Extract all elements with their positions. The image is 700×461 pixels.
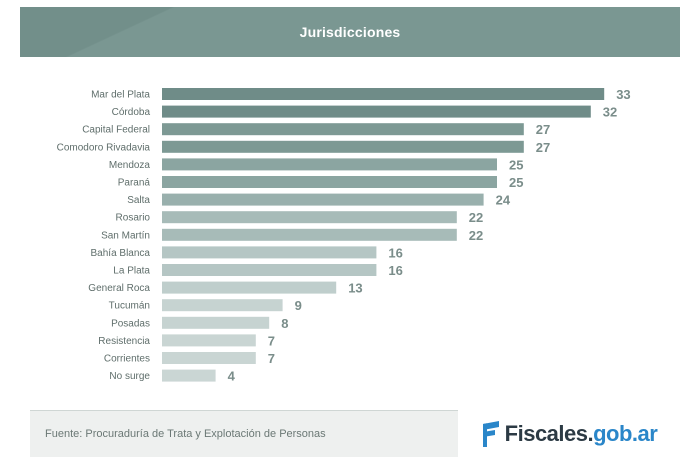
category-label: Capital Federal xyxy=(82,125,150,136)
category-label: Paraná xyxy=(118,178,151,189)
value-label: 8 xyxy=(281,316,288,331)
bar xyxy=(162,105,591,118)
bar xyxy=(162,211,457,224)
bar xyxy=(162,352,256,364)
category-label: Corrientes xyxy=(104,354,150,365)
chart-header: Jurisdicciones xyxy=(20,7,680,57)
bar xyxy=(162,316,270,329)
category-label: Mendoza xyxy=(109,160,151,171)
source-note: Fuente: Procuraduría de Trata y Explotac… xyxy=(30,410,458,457)
value-label: 4 xyxy=(228,369,236,384)
category-label: Resistencia xyxy=(98,336,150,347)
bar-chart: Mar del Plata 33 Córdoba 32 Capital Federal 2… xyxy=(57,87,631,384)
bar xyxy=(162,176,497,188)
category-label: Mar del Plata xyxy=(91,90,150,101)
value-label: 16 xyxy=(388,245,402,260)
value-label: 27 xyxy=(536,122,550,137)
value-label: 24 xyxy=(496,193,511,208)
bar xyxy=(162,158,497,171)
value-label: 22 xyxy=(469,228,483,243)
value-label: 32 xyxy=(603,105,617,120)
value-label: 7 xyxy=(268,351,275,366)
source-text: Fuente: Procuraduría de Trata y Explotac… xyxy=(45,428,326,440)
value-label: 9 xyxy=(295,298,302,313)
category-label: Tucumán xyxy=(109,301,150,312)
logo-text-gob: gob.ar xyxy=(593,420,658,446)
fiscales-flag-icon xyxy=(482,420,499,447)
category-label: General Roca xyxy=(88,283,150,294)
bar xyxy=(162,140,524,153)
bar xyxy=(162,334,256,347)
category-label: Salta xyxy=(127,195,150,206)
value-label: 7 xyxy=(268,333,275,348)
bar xyxy=(162,264,377,276)
category-label: Rosario xyxy=(116,213,151,224)
value-label: 27 xyxy=(536,140,550,155)
bar xyxy=(162,281,337,294)
category-label: Comodoro Rivadavia xyxy=(57,142,151,153)
category-label: Córdoba xyxy=(112,107,151,118)
value-label: 33 xyxy=(616,87,630,102)
bar xyxy=(162,246,377,259)
bar xyxy=(162,88,605,100)
category-label: Bahía Blanca xyxy=(91,248,151,259)
category-label: No surge xyxy=(109,371,150,382)
bar xyxy=(162,369,216,382)
bar xyxy=(162,228,457,241)
category-label: San Martín xyxy=(101,230,150,241)
bar xyxy=(162,123,524,136)
value-label: 13 xyxy=(348,281,362,296)
category-label: Posadas xyxy=(111,318,150,329)
chart-title: Jurisdicciones xyxy=(299,24,401,40)
fiscales-logo[interactable]: Fiscales. gob.ar xyxy=(466,410,672,457)
value-label: 25 xyxy=(509,157,523,172)
value-label: 22 xyxy=(469,210,483,225)
logo-text-fiscales: Fiscales. xyxy=(504,420,594,446)
bar xyxy=(162,299,283,312)
value-label: 25 xyxy=(509,175,523,190)
bar xyxy=(162,193,484,206)
value-label: 16 xyxy=(388,263,402,278)
category-label: La Plata xyxy=(113,266,150,277)
